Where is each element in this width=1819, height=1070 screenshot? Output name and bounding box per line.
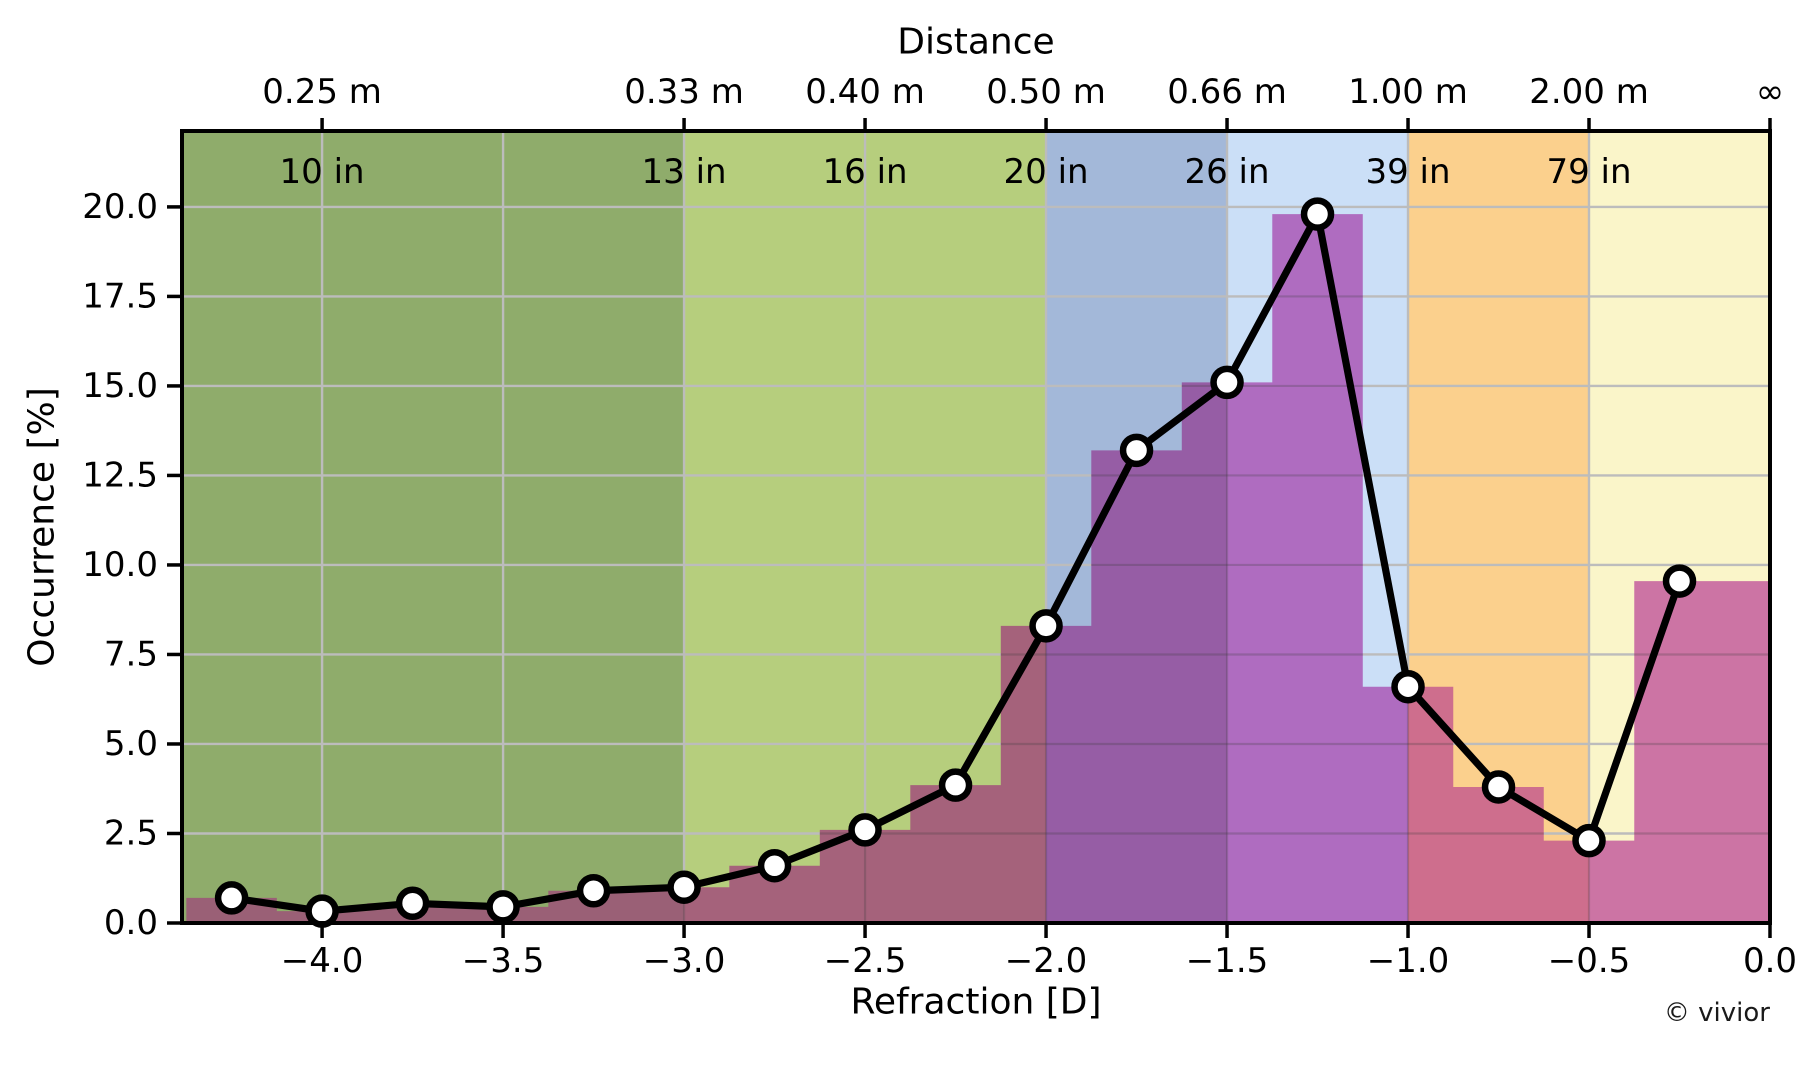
data-point-marker (938, 768, 973, 802)
data-point-marker (576, 874, 611, 908)
imperial-distance-label: 39 in (1365, 152, 1450, 192)
top-axis-title: Distance (897, 22, 1054, 63)
top-tick-label: 0.33 m (624, 72, 744, 112)
data-point-marker (214, 881, 249, 915)
imperial-distance-label: 16 in (823, 152, 908, 192)
imperial-distance-label: 26 in (1184, 152, 1269, 192)
data-point-marker (1119, 433, 1154, 468)
plot-border (180, 129, 1772, 925)
grid (182, 131, 1770, 923)
top-tick-label: 1.00 m (1348, 72, 1468, 112)
watermark: © vivior (1663, 998, 1770, 1028)
x-tick-label: −1.0 (1367, 941, 1450, 981)
histogram-segment-1 (684, 625, 1047, 923)
zone-0 (182, 131, 685, 923)
data-point-marker (1391, 669, 1425, 704)
top-tick-label: 0.40 m (805, 72, 925, 112)
y-tick-label: 10.0 (82, 545, 158, 585)
histogram-segment-3 (1227, 214, 1409, 923)
y-tick-label: 5.0 (104, 724, 158, 764)
y-tick-label: 20.0 (82, 187, 158, 227)
data-point-marker (1210, 365, 1244, 400)
data-point-marker (757, 848, 792, 883)
y-axis: 0.0 2.5 5.0 7.5 10.0 12.5 15.0 17.5 20.0 Occurren… (22, 187, 182, 943)
occurrence-histogram (186, 214, 1770, 923)
x-tick-label: −2.5 (824, 941, 907, 981)
y-tick-label: 0.0 (104, 903, 158, 943)
x-tick-label: −0.5 (1548, 941, 1631, 981)
x-axis-title: Refraction [D] (850, 982, 1101, 1023)
imperial-distance-label: 13 in (642, 152, 727, 192)
data-point-marker (1481, 770, 1516, 804)
y-tick-label: 15.0 (82, 366, 158, 406)
x-tick-label: −2.0 (1005, 941, 1088, 981)
top-axis-distance: 0.25 m 10 in 0.33 m 13 in 0.40 m 16 in 0.50 m 2… (262, 22, 1784, 193)
histogram-segment-2 (1046, 382, 1228, 923)
data-point-marker (395, 886, 430, 921)
data-point-marker (667, 870, 701, 904)
histogram-segment-5 (1589, 581, 1770, 923)
histogram-segment-4 (1408, 686, 1590, 923)
x-tick-label: −1.5 (1186, 941, 1269, 981)
y-tick-label: 17.5 (82, 276, 158, 316)
data-point-marker (1300, 197, 1335, 231)
top-tick-label: 0.25 m (262, 72, 382, 112)
top-tick-label: 0.50 m (986, 72, 1106, 112)
y-tick-label: 2.5 (104, 813, 158, 853)
data-point-marker (1029, 609, 1063, 643)
imperial-distance-label: 20 in (1004, 152, 1089, 192)
top-tick-label: 2.00 m (1529, 72, 1649, 112)
top-tick-label: ∞ (1756, 72, 1784, 112)
data-point-marker (848, 813, 882, 847)
imperial-distance-label: 10 in (280, 152, 365, 192)
top-tick-label: 0.66 m (1167, 72, 1287, 112)
x-tick-label: −3.0 (643, 941, 726, 981)
x-tick-label: −4.0 (281, 941, 364, 981)
x-tick-label: −3.5 (462, 941, 545, 981)
x-axis: −4.0 −3.5 −3.0 −2.5 −2.0 −1.5 −1.0 −0.5 0.0 Refra… (281, 923, 1797, 1023)
data-point-marker (305, 894, 339, 928)
data-point-markers (214, 197, 1697, 928)
data-point-marker (1662, 564, 1697, 598)
imperial-distance-label: 79 in (1546, 152, 1631, 192)
data-point-marker (486, 890, 520, 924)
y-axis-title: Occurrence [%] (22, 387, 63, 667)
data-point-marker (1572, 823, 1606, 858)
y-tick-label: 12.5 (82, 455, 158, 495)
x-tick-label: 0.0 (1743, 941, 1797, 981)
y-tick-label: 7.5 (104, 634, 158, 674)
